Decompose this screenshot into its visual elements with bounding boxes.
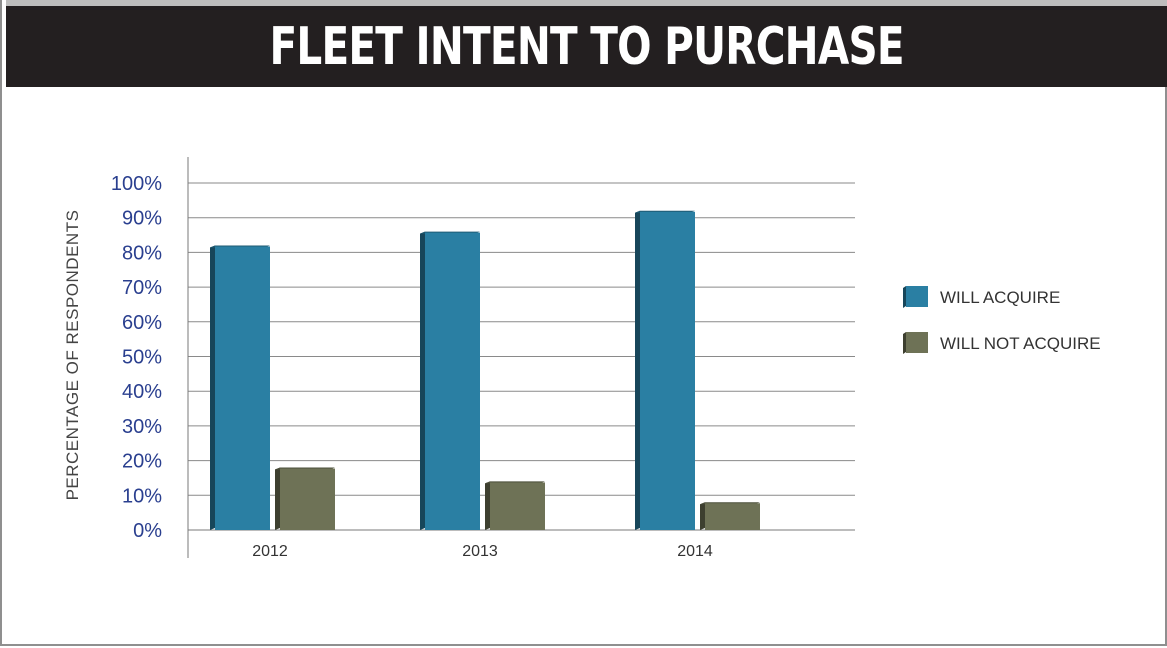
legend-swatch-side [903, 286, 906, 308]
bar [640, 211, 695, 530]
legend-label: WILL NOT ACQUIRE [940, 334, 1101, 353]
bar-side [635, 210, 640, 530]
bar-side [485, 481, 490, 530]
bar [705, 503, 760, 530]
legend: WILL ACQUIRE WILL NOT ACQUIRE [903, 286, 1101, 354]
chart-title: FLEET INTENT TO PURCHASE [269, 16, 904, 77]
x-tick-label: 2014 [677, 543, 713, 560]
legend-swatch [906, 286, 928, 307]
y-tick-label: 50% [122, 347, 162, 369]
title-bar: FLEET INTENT TO PURCHASE [6, 0, 1167, 87]
bars [210, 210, 760, 530]
bar-side [700, 502, 705, 530]
legend-label: WILL ACQUIRE [940, 288, 1060, 307]
y-tick-label: 70% [122, 277, 162, 299]
bar-side [420, 231, 425, 530]
y-tick-labels: 0% 10% 20% 30% 40% 50% 60% 70% 80% 90% 100% [111, 173, 162, 542]
y-tick-label: 20% [122, 451, 162, 473]
legend-swatch [906, 332, 928, 353]
y-tick-label: 90% [122, 208, 162, 230]
y-tick-label: 0% [133, 520, 162, 542]
bar [280, 468, 335, 530]
bar [490, 482, 545, 530]
y-tick-label: 30% [122, 416, 162, 438]
y-tick-label: 80% [122, 242, 162, 264]
bar-side [210, 245, 215, 530]
legend-swatch-side [903, 332, 906, 354]
y-tick-label: 60% [122, 312, 162, 334]
bar [215, 246, 270, 530]
x-tick-label: 2012 [252, 543, 288, 560]
bar [425, 232, 480, 530]
y-tick-label: 10% [122, 485, 162, 507]
y-tick-label: 100% [111, 173, 162, 195]
bar-side [275, 467, 280, 530]
y-axis-label: PERCENTAGE OF RESPONDENTS [63, 210, 82, 501]
x-tick-labels: 2012 2013 2014 [252, 543, 713, 560]
y-tick-label: 40% [122, 381, 162, 403]
x-tick-label: 2013 [462, 543, 498, 560]
